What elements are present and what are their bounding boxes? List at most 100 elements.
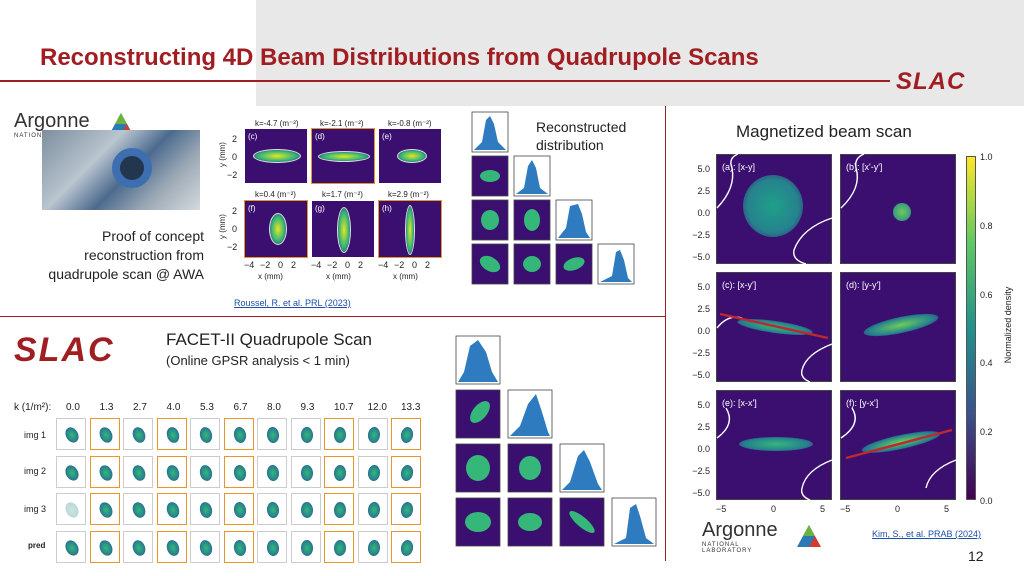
beam-blob — [366, 463, 381, 482]
mag-ytick: 5.0 — [697, 400, 710, 410]
awa-ylabel: y (mm) — [217, 142, 227, 167]
awa-xtick: 0 — [278, 260, 284, 270]
slide-title: Reconstructing 4D Beam Distributions fro… — [40, 44, 759, 71]
slac-logo-facet: SLAC — [14, 331, 115, 369]
mag-ytick: 0.0 — [697, 208, 710, 218]
colorbar — [966, 156, 976, 500]
awa-panel-tag: (d) — [315, 132, 325, 141]
beam-blob — [130, 462, 148, 483]
beam-blob — [232, 538, 247, 557]
beam-blob — [130, 500, 148, 520]
awa-k-label: k=-2.1 (m⁻²) — [320, 119, 364, 128]
awa-xlabel: x (mm) — [393, 272, 418, 281]
awa-citation-link[interactable]: Roussel, R. et al. PRL (2023) — [234, 298, 351, 308]
reconstructed-title: Reconstructed distribution — [536, 118, 626, 154]
facet-cell — [257, 530, 287, 563]
awa-panel-tag: (c) — [248, 132, 258, 141]
facet-cell — [391, 493, 421, 525]
mag-panel-a — [716, 154, 832, 264]
beam-blob — [232, 463, 247, 482]
beam-blob — [198, 463, 214, 482]
beam-blob — [232, 501, 247, 519]
corner-row-3 — [471, 199, 593, 241]
page-number: 12 — [968, 548, 984, 564]
beam-blob — [893, 203, 911, 221]
awa-k-label: k=2.9 (m⁻²) — [388, 190, 429, 199]
awa-xtick: 0 — [412, 260, 418, 270]
beam-blob — [164, 500, 181, 520]
colorbar-tick: 0.2 — [980, 427, 993, 438]
mag-ytick: 2.5 — [697, 304, 710, 314]
section-divider-horizontal — [0, 316, 665, 317]
awa-panel-e — [378, 128, 442, 184]
facet-k-value: 10.7 — [334, 402, 354, 413]
facet-cell — [123, 455, 153, 488]
beam-blob — [62, 425, 82, 445]
colorbar-label: Normalized density — [1003, 286, 1013, 364]
awa-xtick: −4 — [311, 260, 322, 270]
beam-blob — [96, 425, 115, 445]
beam-blob — [399, 463, 415, 482]
facet-corner-row-4 — [455, 497, 657, 547]
mag-ytick: −5.0 — [692, 488, 710, 498]
awa-beamline-photo — [42, 130, 200, 210]
awa-xtick: 2 — [425, 260, 431, 270]
awa-xtick: −4 — [378, 260, 389, 270]
facet-corner-row-3 — [455, 443, 605, 493]
facet-cell — [190, 530, 220, 563]
magnetized-figure: (a): [x-y] (b): [x'-y'] (c): [x-y'] (d):… — [676, 148, 1020, 523]
beam-blob — [96, 500, 115, 520]
beam-blob — [318, 151, 370, 162]
header-band — [256, 0, 1024, 106]
mag-panel-label: (f): [y-x'] — [846, 398, 879, 408]
facet-cell — [56, 418, 86, 450]
facet-cell — [290, 530, 321, 563]
corner-row-2 — [471, 155, 551, 197]
awa-panel-tag: (e) — [382, 132, 392, 141]
colorbar-tick: 0.4 — [980, 358, 993, 369]
reconstructed-title-line: Reconstructed — [536, 119, 627, 135]
colorbar-tick: 0.6 — [980, 289, 993, 300]
mag-ytick: 0.0 — [697, 326, 710, 336]
awa-k-label: k=0.4 (m⁻²) — [255, 190, 296, 199]
mag-ytick: 0.0 — [697, 444, 710, 454]
awa-ytick: 0 — [232, 224, 238, 234]
facet-cell — [290, 418, 321, 450]
beam-blob — [130, 425, 148, 445]
beam-blob — [164, 463, 181, 482]
beam-blob — [399, 426, 415, 444]
beam-blob — [232, 426, 247, 444]
facet-cell — [391, 530, 421, 563]
colorbar-tick: 1.0 — [980, 152, 993, 162]
beam-blob — [399, 538, 415, 557]
magnetized-yticks: 5.0 2.5 0.0 −2.5 −5.0 5.0 2.5 0.0 −2.5 −5.0 5.0 2.5… — [676, 148, 716, 508]
mag-xtick: −5 — [840, 504, 851, 514]
beam-blob — [62, 500, 82, 520]
beam-blob — [266, 463, 280, 482]
magnetized-citation-link[interactable]: Kim, S., et al. PRAB (2024) — [872, 529, 982, 539]
mag-panel-d — [840, 272, 956, 382]
facet-cell — [190, 493, 220, 525]
facet-cell — [324, 418, 354, 450]
facet-row-label: img 3 — [24, 504, 47, 514]
awa-k-label: k=1.7 (m⁻²) — [322, 190, 363, 199]
facet-corner-row-2 — [455, 389, 553, 439]
beam-blob — [366, 501, 381, 519]
facet-cell — [357, 530, 388, 563]
mag-panel-label: (d): [y-y'] — [846, 280, 881, 290]
facet-corner-plot — [455, 335, 657, 547]
beam-blob — [266, 426, 280, 444]
facet-cell — [156, 455, 187, 488]
beam-blob — [300, 426, 313, 444]
facet-k-value: 8.0 — [267, 402, 281, 413]
facet-cell — [290, 493, 321, 525]
beam-blob — [96, 537, 115, 558]
beam-blob — [337, 207, 351, 253]
beam-blob — [62, 462, 82, 483]
facet-cell — [89, 455, 120, 488]
facet-cell — [190, 455, 220, 488]
awa-ylabel: y (mm) — [217, 214, 227, 239]
awa-panel-tag: (f) — [248, 204, 256, 213]
facet-quad-scan-grid: k (1/m²): 0.0 1.3 2.7 4.0 5.3 6.7 8.0 9.3 10.7 12… — [14, 398, 434, 568]
facet-cell — [156, 530, 187, 563]
